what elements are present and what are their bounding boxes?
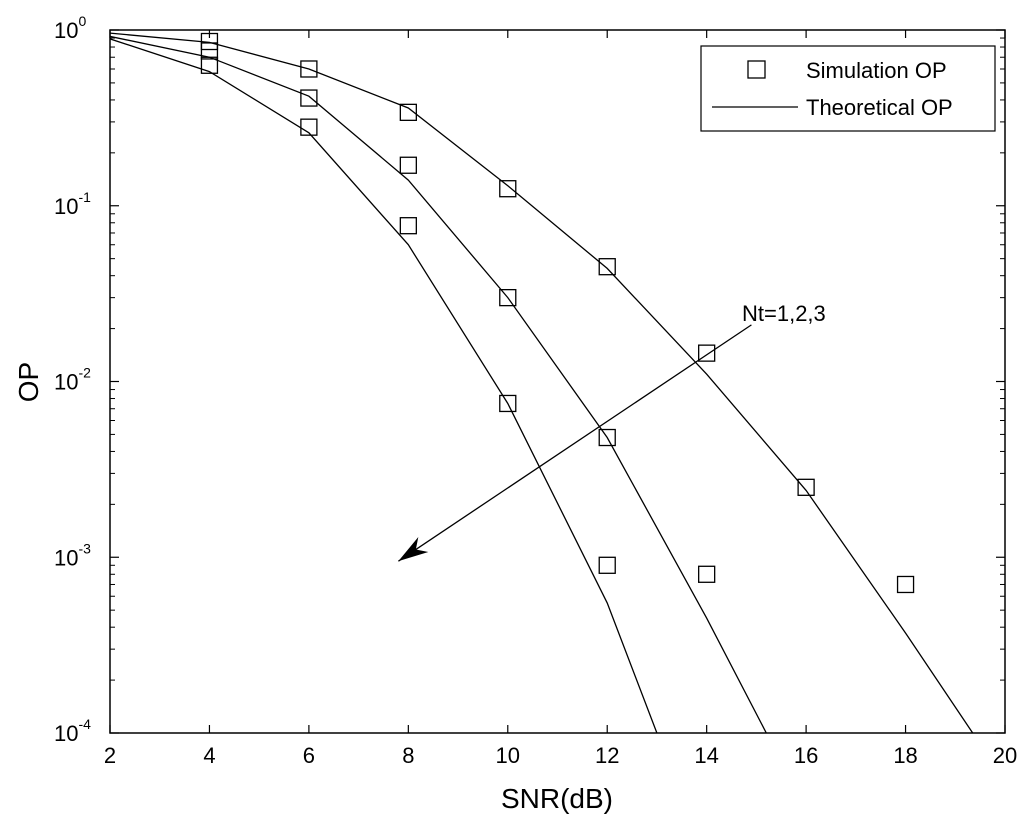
y-axis-label: OP (13, 362, 44, 402)
x-tick-label: 4 (203, 743, 215, 768)
y-tick-exponent: -3 (78, 540, 91, 556)
sim-marker-series-1 (499, 180, 517, 198)
x-tick-label: 6 (303, 743, 315, 768)
sim-marker-series-1 (598, 258, 616, 276)
sim-marker-series-3 (200, 56, 219, 74)
theory-line-series-3 (110, 38, 658, 733)
axis-ticks (109, 29, 1006, 734)
y-tick-exponent: -2 (78, 365, 91, 381)
x-tick-label: 20 (993, 743, 1017, 768)
y-tick-label: 10-3 (54, 540, 91, 570)
x-tick-labels: 2 4 6 8 10 12 14 16 18 20 (104, 743, 1017, 768)
sim-marker-series-1 (200, 32, 219, 51)
theory-line-series-2 (110, 35, 767, 733)
x-tick-label: 10 (496, 743, 520, 768)
legend-entry-simulation: Simulation OP (806, 58, 947, 83)
y-tick-labels: 100 10-1 10-2 10-3 10-4 (54, 13, 91, 746)
x-tick-label: 18 (893, 743, 917, 768)
sim-marker-series-1 (698, 344, 716, 362)
sim-marker-series-2 (698, 565, 716, 583)
sim-marker-series-1 (300, 60, 318, 78)
sim-marker-series-2 (300, 89, 318, 107)
y-tick-label: 100 (54, 13, 86, 43)
legend-entry-theoretical: Theoretical OP (806, 95, 953, 120)
sim-markers (200, 32, 915, 594)
x-tick-label: 8 (402, 743, 414, 768)
x-tick-label: 14 (694, 743, 718, 768)
sim-marker-series-2 (499, 288, 517, 307)
y-tick-label: 10-2 (54, 365, 91, 395)
y-tick-label: 10-4 (54, 716, 91, 746)
y-tick-label: 10-1 (54, 189, 91, 219)
plot-area (109, 29, 1006, 734)
y-tick-exponent: -4 (78, 716, 91, 732)
theory-line-series-1 (110, 32, 974, 733)
sim-marker-series-3 (499, 394, 517, 413)
x-tick-label: 16 (794, 743, 818, 768)
sim-marker-series-2 (200, 42, 219, 60)
sim-marker-series-3 (399, 217, 417, 235)
legend: Simulation OP Theoretical OP (700, 45, 996, 132)
annotation-arrow-head (398, 536, 429, 562)
sim-marker-series-1 (797, 478, 815, 496)
sim-marker-series-2 (598, 428, 616, 447)
sim-marker-series-3 (300, 118, 318, 136)
annotation: Nt=1,2,3 (398, 301, 826, 562)
annotation-text: Nt=1,2,3 (742, 301, 826, 326)
x-tick-label: 2 (104, 743, 116, 768)
legend-marker-square (747, 60, 766, 79)
y-tick-exponent: 0 (78, 13, 86, 29)
x-tick-label: 12 (595, 743, 619, 768)
legend-box (700, 45, 996, 132)
sim-marker-series-2 (399, 156, 417, 174)
sim-marker-series-1 (399, 103, 417, 121)
sim-marker-series-1 (896, 575, 915, 594)
theory-lines (110, 32, 974, 733)
x-axis-label: SNR(dB) (501, 783, 613, 814)
y-tick-exponent: -1 (78, 189, 91, 205)
sim-marker-series-3 (598, 556, 616, 574)
annotation-arrow-line (398, 324, 752, 562)
